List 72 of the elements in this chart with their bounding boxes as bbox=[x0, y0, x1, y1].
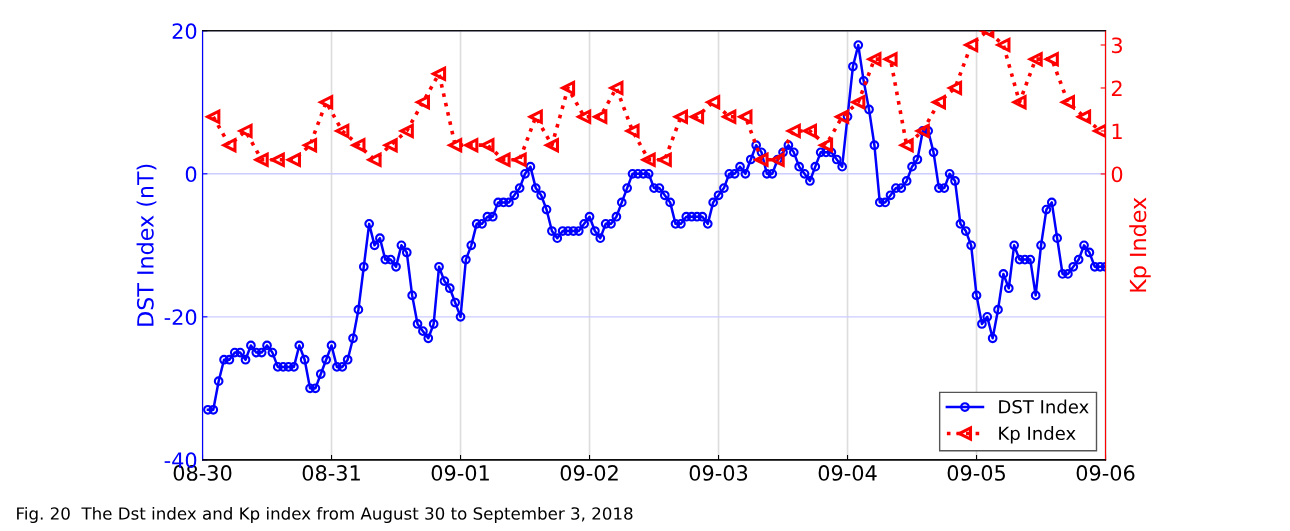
point bbox=[883, 52, 898, 67]
point bbox=[238, 123, 253, 139]
point bbox=[1060, 95, 1075, 110]
point bbox=[897, 137, 914, 154]
point bbox=[673, 109, 688, 124]
point bbox=[722, 109, 737, 124]
point bbox=[335, 123, 350, 139]
point bbox=[593, 109, 608, 124]
x-tick-label: 09-03 bbox=[689, 465, 748, 481]
y2-tick-label: 1 bbox=[1112, 123, 1122, 139]
point bbox=[560, 80, 576, 96]
point bbox=[996, 37, 1011, 53]
legend-label: Kp Index bbox=[999, 426, 1076, 444]
point bbox=[415, 95, 430, 110]
point bbox=[625, 123, 640, 139]
point bbox=[367, 152, 382, 167]
point bbox=[738, 109, 753, 124]
point bbox=[835, 109, 850, 124]
y-axis-title: DST Index (nT) bbox=[136, 164, 157, 326]
point bbox=[1026, 51, 1043, 68]
point bbox=[1044, 52, 1059, 67]
point bbox=[399, 123, 414, 139]
x-tick-label: 09-04 bbox=[818, 465, 877, 481]
x-tick-label: 08-31 bbox=[302, 465, 360, 481]
x-tick-label: 09-02 bbox=[560, 465, 618, 481]
point bbox=[947, 80, 963, 96]
point bbox=[964, 37, 979, 53]
y2-tick-label: 0 bbox=[1111, 166, 1123, 183]
point bbox=[657, 152, 672, 167]
point bbox=[867, 52, 882, 67]
y-tick-label: -20 bbox=[164, 309, 197, 326]
y2-tick-label: 3 bbox=[1111, 37, 1122, 54]
point bbox=[270, 152, 285, 167]
x-tick-label: 09-06 bbox=[1076, 465, 1135, 481]
point bbox=[206, 109, 221, 124]
point bbox=[381, 137, 398, 154]
point bbox=[786, 123, 801, 139]
point bbox=[528, 109, 543, 124]
x-tick-label: 09-01 bbox=[431, 465, 489, 481]
point bbox=[351, 138, 366, 153]
point bbox=[431, 66, 447, 81]
point bbox=[222, 138, 237, 153]
point bbox=[252, 151, 269, 168]
y-tick-label: 0 bbox=[185, 166, 197, 183]
point bbox=[639, 151, 656, 168]
point bbox=[302, 138, 318, 153]
point bbox=[689, 109, 705, 124]
point bbox=[802, 123, 817, 139]
point bbox=[706, 95, 721, 110]
point bbox=[464, 138, 479, 153]
y-tick-label: 20 bbox=[172, 23, 197, 40]
point bbox=[818, 138, 834, 153]
point bbox=[480, 138, 495, 153]
y2-tick-label: 2 bbox=[1111, 80, 1122, 96]
point bbox=[496, 152, 511, 167]
legend-label: DST Index bbox=[999, 399, 1089, 414]
point bbox=[754, 152, 769, 167]
point bbox=[609, 80, 624, 96]
point bbox=[851, 95, 866, 110]
point bbox=[1012, 95, 1027, 110]
point bbox=[577, 109, 592, 124]
point bbox=[544, 138, 559, 153]
point bbox=[931, 95, 946, 110]
point bbox=[512, 152, 527, 167]
point bbox=[286, 152, 301, 167]
caption: Fig. 20 The Dst index and Kp index from August 30 to September 3, 2018 bbox=[17, 506, 633, 524]
point bbox=[448, 138, 463, 153]
y2-axis-title: Kp Index bbox=[1129, 197, 1151, 292]
point bbox=[1076, 109, 1092, 124]
point bbox=[319, 95, 334, 110]
x-tick-label: 09-05 bbox=[947, 465, 1005, 481]
point bbox=[1093, 123, 1106, 139]
